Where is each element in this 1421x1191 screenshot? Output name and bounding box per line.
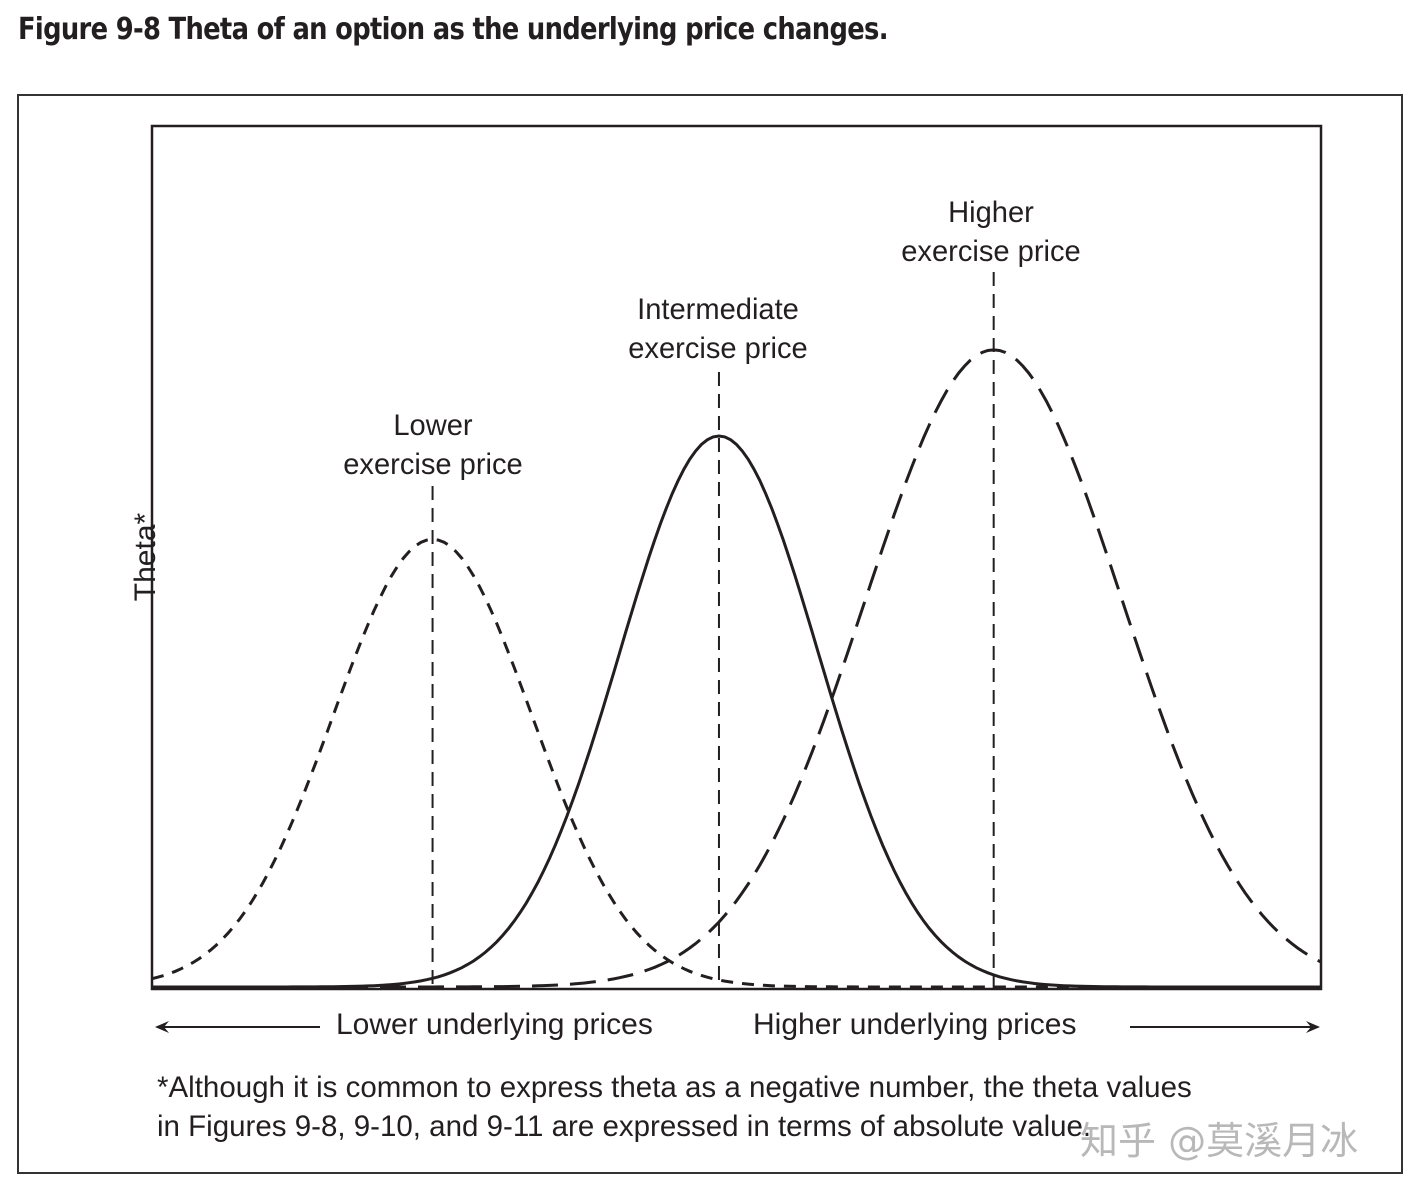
curve-intermediate-exercise-price	[152, 434, 1321, 989]
footnote: *Although it is common to express theta …	[157, 1068, 1192, 1146]
annotation-lower-line1: Lower	[393, 409, 473, 442]
curve-higher-exercise-price	[152, 348, 1322, 989]
annotation-higher-line1: Higher	[948, 196, 1034, 229]
annotation-higher-line2: exercise price	[901, 235, 1081, 268]
figure-title: Figure 9-8 Theta of an option as the und…	[18, 12, 889, 47]
x-axis-right-label: Higher underlying prices	[753, 1008, 1077, 1041]
y-axis-label: Theta*	[129, 512, 162, 602]
annotation-lower-line2: exercise price	[343, 448, 523, 481]
theta-curves	[151, 348, 1322, 989]
x-axis-left-label: Lower underlying prices	[336, 1008, 653, 1041]
annotation-intermediate-line1: Intermediate	[637, 293, 799, 326]
reference-lines	[431, 272, 995, 989]
footnote-line1: *Although it is common to express theta …	[157, 1071, 1192, 1104]
annotation-intermediate: Intermediate exercise price	[608, 290, 827, 368]
annotation-higher: Higher exercise price	[889, 193, 1093, 271]
plot-border	[150, 124, 1323, 991]
footnote-line2: in Figures 9-8, 9-10, and 9-11 are expre…	[157, 1110, 1092, 1143]
figure-frame	[17, 94, 1403, 1174]
watermark: 知乎 @莫溪月冰	[1080, 1119, 1359, 1163]
annotation-intermediate-line2: exercise price	[628, 332, 808, 365]
annotation-lower: Lower exercise price	[333, 406, 533, 484]
curve-lower-exercise-price	[151, 537, 1321, 989]
